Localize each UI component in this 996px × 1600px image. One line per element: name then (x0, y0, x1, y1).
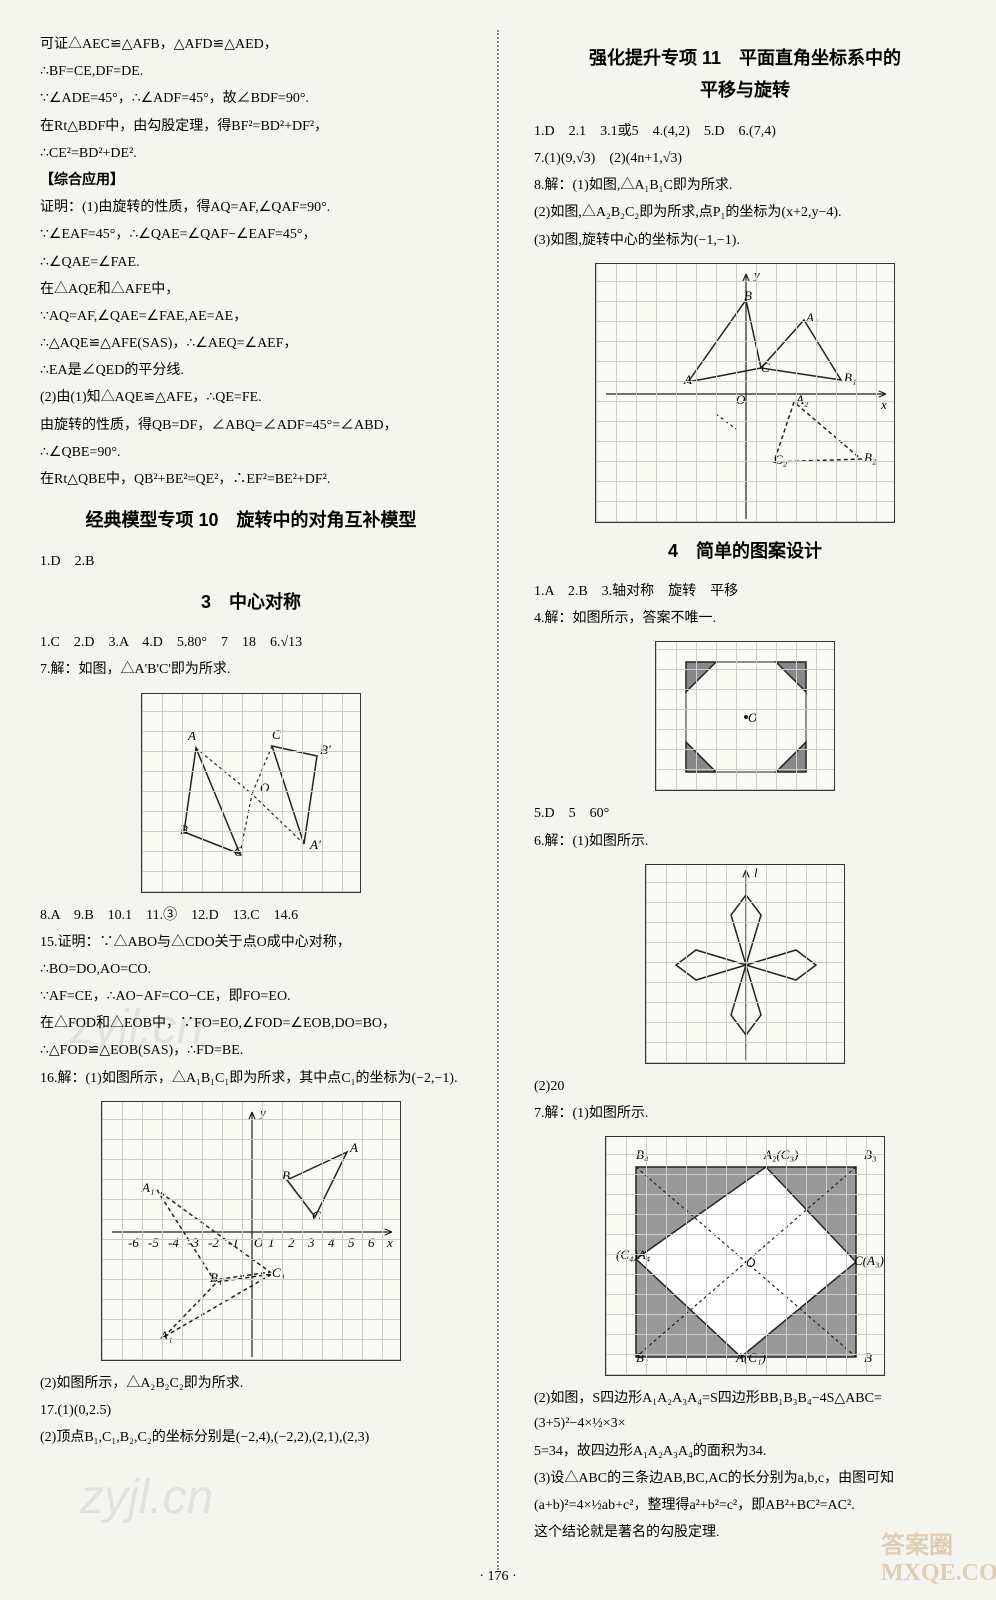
page-columns: 可证△AEC≌△AFB，△AFD≌△AED，∴BF=CE,DF=DE.∵∠ADE… (40, 30, 956, 1570)
text-line: 16.解：(1)如图所示，△A₁B₁C₁即为所求，其中点C₁的坐标为(−2,−1… (40, 1066, 462, 1091)
text-line: (2)顶点B₁,C₁,B₂,C₂的坐标分别是(−2,4),(−2,2),(2,1… (40, 1425, 462, 1450)
section-11-title-b: 平移与旋转 (534, 74, 956, 106)
text-line: ∴EA是∠QED的平分线. (40, 358, 462, 383)
text-line: 在Rt△QBE中，QB²+BE²=QE²，∴EF²=BE²+DF². (40, 467, 462, 492)
section-3-title: 3 中心对称 (40, 586, 462, 618)
right-bottom-block: (2)如图，S四边形A₁A₂A₃A₄=S四边形BB₁B₃B₄−4S△ABC=(3… (534, 1386, 956, 1545)
figure-3: xyBA₁CAB₁OA₂C₂B₂ (534, 263, 956, 523)
section-11-title-a: 强化提升专项 11 平面直角坐标系中的 (534, 42, 956, 74)
text-line: 7.解：(1)如图所示. (534, 1101, 956, 1126)
text-line: (2)由(1)知△AQE≌△AFE，∴QE=FE. (40, 385, 462, 410)
text-line: ∴△FOD≌△EOB(SAS)，∴FD=BE. (40, 1038, 462, 1063)
corner-logo: 答案圈 MXQE.COM (881, 1525, 981, 1585)
figure-2: xy-6-5-4-3-2-1O123456ABCA₁B₁C₁A₁ (40, 1101, 462, 1361)
text-line: 8.解：(1)如图,△A₁B₁C即为所求. (534, 173, 956, 198)
proof-block: 可证△AEC≌△AFB，△AFD≌△AED，∴BF=CE,DF=DE.∵∠ADE… (40, 32, 462, 492)
text-line: (3)设△ABC的三条边AB,BC,AC的长分别为a,b,c，由图可知 (534, 1466, 956, 1491)
text-line: 在△AQE和△AFE中， (40, 277, 462, 302)
text-line: ∴∠QAE=∠FAE. (40, 250, 462, 275)
text-line: 6.解：(1)如图所示. (534, 829, 956, 854)
text-line: ∵AQ=AF,∠QAE=∠FAE,AE=AE， (40, 304, 462, 329)
text-line: 7.(1)(9,√3) (2)(4n+1,√3) (534, 146, 956, 171)
section-10-title: 经典模型专项 10 旋转中的对角互补模型 (40, 504, 462, 536)
text-line: 8.A 9.B 10.1 11.③ 12.D 13.C 14.6 (40, 903, 462, 928)
right-column: 强化提升专项 11 平面直角坐标系中的 平移与旋转 1.D 2.1 3.1或5 … (534, 30, 956, 1570)
text-line: ∴△AQE≌△AFE(SAS)，∴∠AEQ=∠AEF， (40, 331, 462, 356)
text-line: 在△FOD和△EOB中，∵FO=EO,∠FOD=∠EOB,DO=BO， (40, 1011, 462, 1036)
figure-6: B₄A₂(C₃)B₃(C₄)A₄OC(A₃)B₁A(C₁)B (534, 1136, 956, 1376)
text-line: (3)如图,旋转中心的坐标为(−1,−1). (534, 228, 956, 253)
text-line: ∴∠QBE=90°. (40, 440, 462, 465)
figure-4: O (534, 641, 956, 791)
text-line: ∵AF=CE，∴AO−AF=CO−CE，即FO=EO. (40, 984, 462, 1009)
text-line: 在Rt△BDF中，由勾股定理，得BF²=BD²+DF²， (40, 114, 462, 139)
text-line: 证明：(1)由旋转的性质，得AQ=AF,∠QAF=90°. (40, 195, 462, 220)
section-4-title: 4 简单的图案设计 (534, 535, 956, 567)
right-answers-2: 1.A 2.B 3.轴对称 旋转 平移4.解：如图所示，答案不唯一. (534, 579, 956, 631)
right-answers-4: (2)207.解：(1)如图所示. (534, 1074, 956, 1126)
page-footer: · 176 · (0, 1569, 996, 1585)
right-answers-3: 5.D 5 60° 6.解：(1)如图所示. (534, 801, 956, 853)
text-line: 5=34，故四边形A₁A₂A₃A₄的面积为34. (534, 1439, 956, 1464)
text-line: 1.D 2.1 3.1或5 4.(4,2) 5.D 6.(7,4) (534, 119, 956, 144)
text-line: 17.(1)(0,2.5) (40, 1398, 462, 1423)
left-bottom-block: (2)如图所示，△A₂B₂C₂即为所求.17.(1)(0,2.5)(2)顶点B₁… (40, 1371, 462, 1451)
section-3-ans1: 1.C 2.D 3.A 4.D 5.80° 7 18 6.√13 (40, 630, 462, 655)
text-line: 4.解：如图所示，答案不唯一. (534, 606, 956, 631)
text-line: ∵∠ADE=45°，∴∠ADF=45°，故∠BDF=90°. (40, 86, 462, 111)
text-line: (a+b)²=4×½ab+c²，整理得a²+b²=c²，即AB²+BC²=AC²… (534, 1493, 956, 1518)
text-line: (2)如图,△A₂B₂C₂即为所求,点P₁的坐标为(x+2,y−4). (534, 200, 956, 225)
mid-answers-block: 8.A 9.B 10.1 11.③ 12.D 13.C 14.615.证明：∵△… (40, 903, 462, 1091)
text-line: (2)如图，S四边形A₁A₂A₃A₄=S四边形BB₁B₃B₄−4S△ABC=(3… (534, 1386, 956, 1436)
text-line: 【综合应用】 (40, 168, 462, 193)
text-line: ∴BF=CE,DF=DE. (40, 59, 462, 84)
figure-1: AC'B'OBCA' (40, 693, 462, 893)
text-line: ∴BO=DO,AO=CO. (40, 957, 462, 982)
figure-5: l (534, 864, 956, 1064)
text-line: 1.A 2.B 3.轴对称 旋转 平移 (534, 579, 956, 604)
text-line: (2)如图所示，△A₂B₂C₂即为所求. (40, 1371, 462, 1396)
text-line: 5.D 5 60° (534, 801, 956, 826)
text-line: (2)20 (534, 1074, 956, 1099)
column-divider (497, 30, 499, 1570)
right-answers-1: 1.D 2.1 3.1或5 4.(4,2) 5.D 6.(7,4)7.(1)(9… (534, 119, 956, 253)
text-line: ∵∠EAF=45°，∴∠QAE=∠QAF−∠EAF=45°， (40, 222, 462, 247)
text-line: 15.证明：∵△ABO与△CDO关于点O成中心对称， (40, 930, 462, 955)
text-line: 可证△AEC≌△AFB，△AFD≌△AED， (40, 32, 462, 57)
section-10-answers: 1.D 2.B (40, 549, 462, 574)
left-column: 可证△AEC≌△AFB，△AFD≌△AED，∴BF=CE,DF=DE.∵∠ADE… (40, 30, 462, 1570)
section-3-ans2: 7.解：如图，△A'B'C'即为所求. (40, 657, 462, 682)
text-line: ∴CE²=BD²+DE². (40, 141, 462, 166)
text-line: 由旋转的性质，得QB=DF，∠ABQ=∠ADF=45°=∠ABD， (40, 413, 462, 438)
